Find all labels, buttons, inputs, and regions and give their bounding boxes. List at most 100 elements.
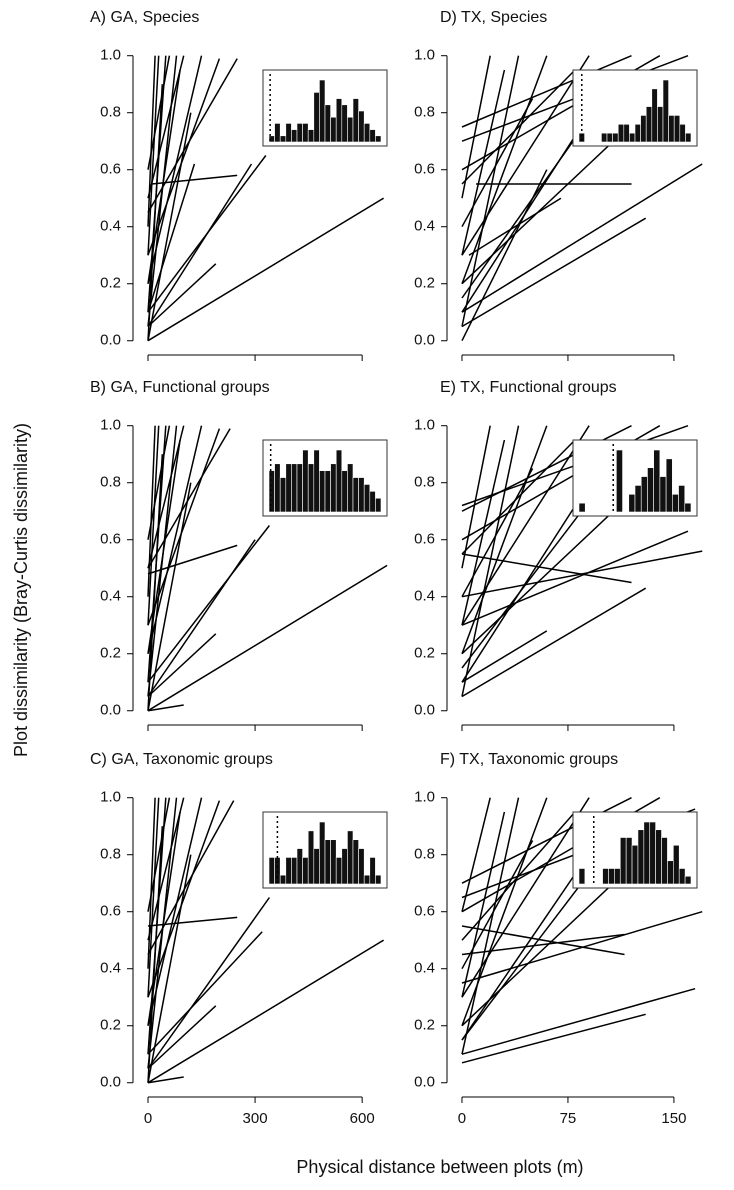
inset-bar	[659, 476, 667, 513]
inset-bar	[628, 493, 636, 513]
y-tick-label: 0.4	[414, 218, 435, 235]
inset-bar	[279, 477, 287, 513]
inset-bar	[363, 123, 371, 143]
regression-line	[147, 197, 384, 342]
regression-line	[461, 425, 491, 569]
inset-bar	[347, 463, 354, 513]
regression-line	[461, 630, 548, 683]
inset-bar	[651, 88, 658, 143]
inset-bar	[684, 502, 692, 513]
regression-line	[147, 454, 164, 711]
x-axis-label: Physical distance between plots (m)	[296, 1157, 583, 1177]
inset-bar	[358, 477, 365, 513]
inset-bar	[307, 129, 315, 143]
regression-line	[461, 933, 625, 956]
regression-line	[461, 55, 520, 327]
regression-line	[461, 55, 491, 199]
inset-bar	[679, 123, 686, 143]
inset-bar	[330, 839, 337, 885]
inset-bar	[347, 116, 354, 143]
regression-line	[461, 55, 590, 256]
inset-bar	[655, 829, 662, 885]
inset-bar	[673, 115, 681, 143]
panel-title: E) TX, Functional groups	[440, 379, 617, 396]
inset-bar	[614, 868, 621, 885]
inset-bar	[319, 821, 326, 885]
inset-bar	[285, 463, 292, 513]
inset-bar	[319, 79, 326, 143]
regression-line	[461, 797, 548, 1026]
inset-bar	[662, 79, 669, 143]
inset-bar	[617, 123, 625, 143]
y-tick-label: 0.6	[414, 903, 435, 920]
panel-title: F) TX, Taxonomic groups	[440, 751, 618, 768]
regression-line	[461, 98, 534, 228]
inset-bar	[335, 449, 343, 513]
regression-line	[147, 704, 184, 712]
regression-line	[147, 797, 156, 969]
y-tick-label: 0.2	[414, 275, 435, 292]
regression-line	[461, 587, 647, 698]
inset-bar	[678, 485, 686, 513]
regression-line	[461, 55, 632, 128]
inset-bar	[653, 449, 661, 513]
regression-line	[147, 58, 221, 256]
inset-bar	[352, 98, 359, 143]
inset-bar	[668, 115, 675, 143]
x-tick-label: 0	[458, 1110, 466, 1127]
regression-line	[147, 55, 156, 227]
regression-line	[147, 525, 270, 683]
regression-line	[147, 263, 217, 328]
regression-line	[461, 797, 491, 912]
y-tick-label: 0.4	[414, 960, 435, 977]
inset-bar	[375, 874, 382, 885]
inset-bar	[307, 830, 315, 885]
y-tick-label: 0.4	[100, 960, 121, 977]
y-tick-label: 1.0	[414, 789, 435, 806]
regression-line	[147, 939, 384, 1084]
inset-bar	[285, 123, 292, 143]
x-tick-label: 150	[661, 1110, 686, 1127]
inset-bar	[324, 839, 331, 885]
inset-bar	[665, 458, 673, 513]
regression-line	[461, 439, 576, 555]
inset-bar	[684, 875, 692, 885]
y-tick-label: 0.8	[414, 846, 435, 863]
inset-bar	[307, 463, 315, 513]
regression-line	[461, 217, 647, 328]
inset-bar	[623, 123, 630, 143]
regression-line	[147, 428, 221, 626]
x-tick-label: 0	[144, 1110, 152, 1127]
inset-bar	[352, 839, 359, 885]
regression-line	[151, 174, 238, 185]
inset-bar	[324, 104, 331, 143]
regression-line	[461, 840, 534, 970]
y-tick-label: 0.0	[100, 1074, 121, 1091]
inset-bar	[678, 868, 686, 885]
regression-line	[147, 539, 256, 697]
inset-bar	[285, 857, 292, 885]
y-tick-label: 0.8	[100, 474, 121, 491]
regression-line	[461, 797, 590, 998]
inset-bar	[637, 829, 645, 885]
inset-bar	[375, 497, 382, 513]
inset-bar	[313, 848, 320, 885]
inset-bar	[291, 463, 298, 513]
x-tick-label: 75	[560, 1110, 577, 1127]
x-tick-label: 600	[350, 1110, 375, 1127]
inset-bar	[347, 830, 354, 885]
regression-line	[147, 425, 185, 569]
inset-bar	[341, 104, 348, 143]
y-tick-label: 0.6	[414, 161, 435, 178]
y-tick-label: 1.0	[100, 417, 121, 434]
y-tick-label: 0.2	[100, 1017, 121, 1034]
y-tick-label: 0.8	[414, 474, 435, 491]
inset-bar	[369, 857, 376, 885]
inset-bar	[358, 848, 365, 885]
inset-bar	[302, 449, 309, 513]
y-tick-label: 1.0	[414, 417, 435, 434]
regression-line	[147, 797, 160, 998]
regression-line	[147, 1076, 184, 1084]
inset-bar	[279, 874, 287, 885]
